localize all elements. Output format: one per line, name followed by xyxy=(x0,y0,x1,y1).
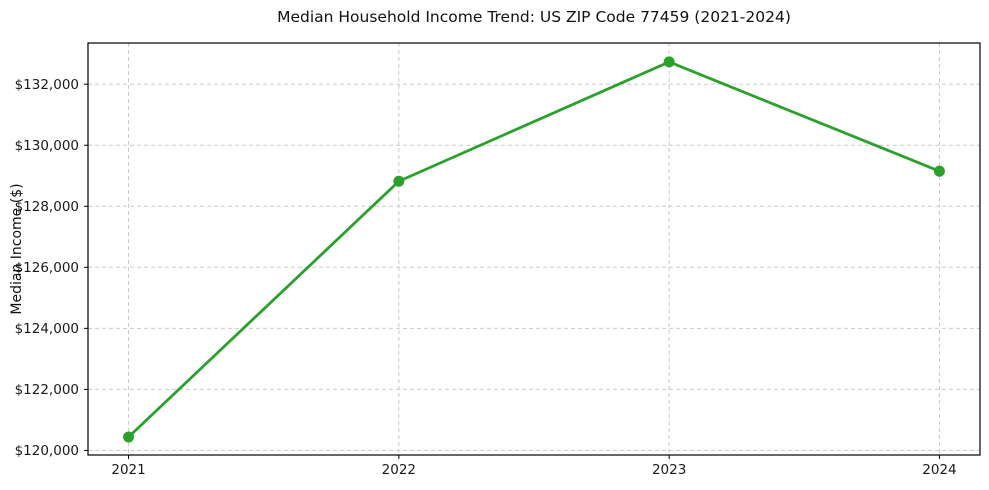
chart-title: Median Household Income Trend: US ZIP Co… xyxy=(277,8,791,26)
data-point xyxy=(393,175,405,187)
y-tick-label: $130,000 xyxy=(15,138,79,154)
plot-border xyxy=(87,42,981,456)
data-point xyxy=(663,56,675,68)
y-tick-label: $122,000 xyxy=(15,382,79,398)
data-point xyxy=(123,431,135,443)
y-tick-label: $126,000 xyxy=(15,260,79,276)
x-tick-label: 2024 xyxy=(922,462,956,478)
data-point xyxy=(933,165,945,177)
y-tick-label: $132,000 xyxy=(15,77,79,93)
x-tick-label: 2023 xyxy=(652,462,686,478)
y-tick-label: $124,000 xyxy=(15,321,79,337)
trend-line xyxy=(127,60,941,439)
y-tick-label: $128,000 xyxy=(15,199,79,215)
x-tick-label: 2022 xyxy=(382,462,416,478)
x-tick-label: 2021 xyxy=(111,462,145,478)
y-tick-label: $120,000 xyxy=(15,443,79,459)
